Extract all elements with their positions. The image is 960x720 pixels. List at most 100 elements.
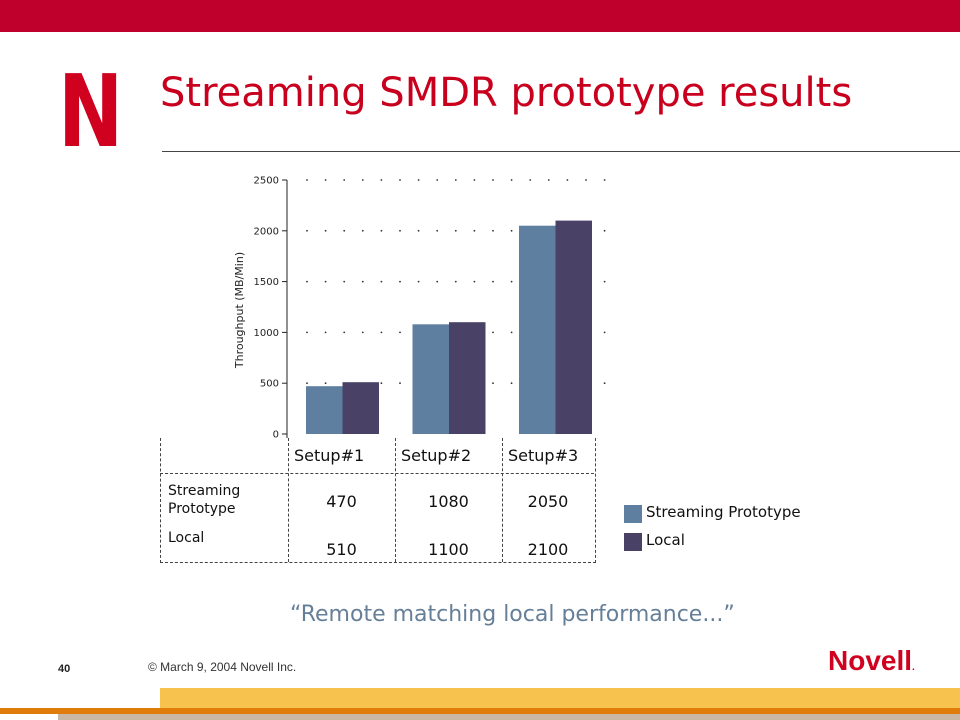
gridline-dot: [492, 179, 494, 181]
data-table: [160, 438, 596, 563]
footer-yellow-band: [160, 688, 960, 708]
gridline-dot: [510, 179, 513, 181]
gridline-dot: [603, 382, 606, 385]
gridline-dot: [510, 331, 513, 334]
legend-swatch-streaming: [624, 505, 642, 523]
gridline-dot: [529, 179, 532, 181]
gridline-dot: [324, 229, 327, 232]
y-axis: 0 500 1000 1500 2000 2500: [254, 176, 288, 441]
gridline-dot: [399, 229, 401, 232]
gridline-dot: [380, 280, 383, 283]
gridline-dot: [417, 179, 420, 181]
bar-local-2: [449, 322, 486, 434]
table-cell: 1100: [428, 540, 469, 559]
gridline-dot: [343, 229, 346, 232]
gridline-dot: [380, 382, 383, 385]
gridline-dot: [603, 280, 606, 283]
gridline-dot: [585, 179, 587, 181]
gridline-dot: [492, 331, 494, 334]
gridline-dot: [380, 179, 383, 181]
category-label: Setup#3: [508, 446, 579, 465]
legend-swatch-local: [624, 533, 642, 551]
gridline-dot: [343, 280, 346, 283]
gridline-dot: [473, 280, 476, 283]
gridline-dot: [306, 179, 308, 181]
gridline-dot: [324, 331, 327, 334]
gridline-dot: [473, 229, 476, 232]
gridline-dot: [436, 179, 439, 181]
gridline-dot: [510, 382, 513, 385]
bar-streaming-2: [412, 324, 449, 434]
novell-wordmark-logo: Novell.: [828, 645, 915, 677]
gridline-dot: [343, 179, 346, 181]
bar-streaming-3: [519, 225, 556, 434]
bars: [306, 220, 592, 434]
gridline-dot: [324, 280, 327, 283]
bar-streaming-1: [306, 386, 343, 434]
y-tick-label: 0: [273, 430, 279, 441]
y-axis-title: Throughput (MB/Min): [233, 252, 246, 369]
table-cell: 470: [326, 492, 357, 511]
copyright-text: © March 9, 2004 Novell Inc.: [148, 660, 297, 674]
y-tick-label: 2500: [254, 176, 279, 187]
gridline-dot: [380, 331, 383, 334]
gridline-dot: [603, 179, 606, 181]
legend-label-local: Local: [646, 531, 685, 549]
bar-local-1: [342, 382, 379, 434]
gridline-dot: [361, 331, 364, 334]
gridline-dot: [399, 179, 401, 181]
gridline-dot: [436, 280, 439, 283]
gridline-dot: [547, 179, 550, 181]
gridline-dot: [361, 179, 364, 181]
gridline-dot: [306, 280, 308, 283]
gridline-dot: [603, 229, 606, 232]
footer-grey-band: [58, 714, 960, 720]
gridline-dot: [361, 229, 364, 232]
gridline-dot: [473, 179, 476, 181]
gridline-dot: [306, 331, 308, 334]
gridline-dot: [417, 280, 420, 283]
gridline-dot: [399, 331, 401, 334]
title-divider: [162, 151, 960, 152]
top-brand-bar: [0, 0, 960, 32]
footer-orange-band: [0, 708, 960, 714]
gridline-dot: [492, 280, 494, 283]
gridline-dot: [399, 382, 401, 385]
table-row-label: Streaming Prototype: [168, 483, 241, 517]
gridline-dot: [510, 280, 513, 283]
table-cell: 1080: [428, 492, 469, 511]
gridline-dot: [454, 280, 457, 283]
gridline-dot: [492, 229, 494, 232]
table-column-divider: [502, 438, 503, 562]
novell-wordmark-text: Novell: [828, 645, 913, 676]
gridline-dot: [603, 331, 606, 334]
y-tick-label: 2000: [254, 226, 279, 237]
gridline-dot: [436, 229, 439, 232]
gridline-dot: [454, 179, 457, 181]
quote-text: “Remote matching local performance...”: [290, 602, 735, 627]
gridline-dot: [306, 229, 308, 232]
novell-n-logo: N: [58, 53, 123, 170]
gridline-dot: [343, 331, 346, 334]
gridline-dot: [306, 382, 308, 385]
category-label: Setup#2: [401, 446, 472, 465]
bar-local-3: [555, 220, 592, 434]
table-cell: 2100: [527, 540, 569, 559]
table-column-divider: [395, 438, 396, 562]
gridline-dot: [399, 280, 401, 283]
gridline-dot: [510, 229, 513, 232]
legend-label-streaming: Streaming Prototype: [646, 503, 801, 521]
gridline-dot: [454, 229, 457, 232]
slide-title: Streaming SMDR prototype results: [160, 70, 853, 116]
category-label: Setup#1: [294, 446, 365, 465]
table-cell: 510: [326, 540, 357, 559]
y-tick-label: 1500: [254, 277, 279, 288]
table-cell: 2050: [527, 492, 569, 511]
gridline-dot: [361, 280, 364, 283]
y-tick-label: 500: [260, 379, 279, 390]
gridline-dot: [324, 179, 327, 181]
novell-wordmark-mark: .: [912, 662, 915, 673]
gridline-dot: [417, 229, 420, 232]
gridline-dot: [492, 382, 494, 385]
